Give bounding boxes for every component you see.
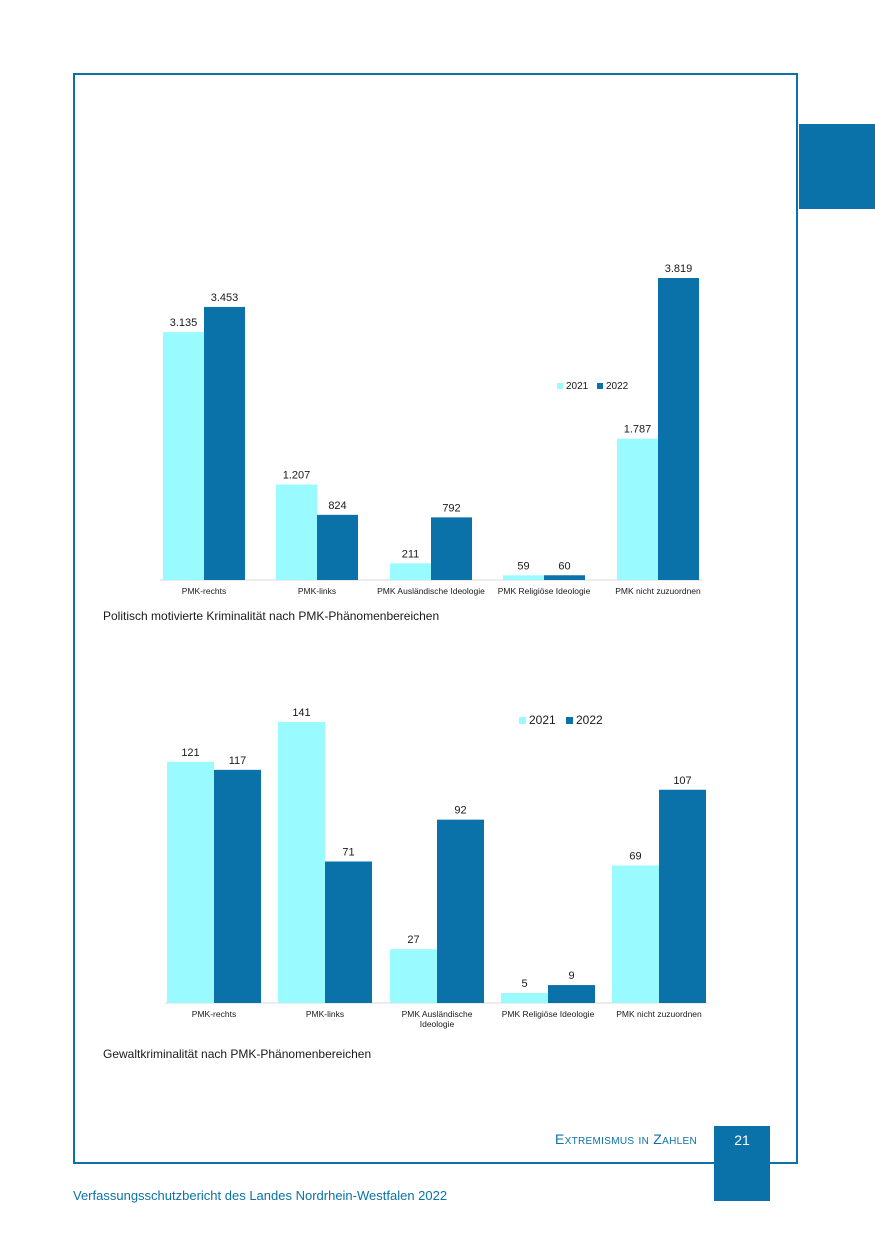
chart-2-data-label: 27 — [407, 934, 419, 946]
page-frame — [73, 73, 798, 1164]
chart-1-bar-2022-4 — [658, 278, 699, 580]
chart-1-legend-label: 2022 — [606, 381, 629, 392]
chart-1-data-label: 3.453 — [211, 292, 239, 304]
chart-1-caption: Politisch motivierte Kriminalität nach P… — [103, 609, 440, 623]
chart-2-category-label: PMK-links — [306, 1009, 344, 1019]
chart-1-bar-2022-2 — [431, 517, 472, 580]
chart-2-legend-label: 2021 — [529, 713, 556, 727]
chart-1-bar-2022-0 — [204, 306, 245, 580]
chart-1-bar-2021-0 — [163, 332, 204, 580]
chart-1-category-label: PMK Religiöse Ideologie — [498, 586, 591, 596]
chart-1-data-label: 824 — [328, 500, 346, 512]
chart-violent-crime: 121 117 PMK-rechts 141 71 PMK-links 27 92 PMK Au… — [165, 707, 708, 1029]
chart-1-bar-2021-2 — [390, 563, 431, 580]
chart-2-data-label: 69 — [629, 850, 641, 862]
chart-2-data-label: 9 — [568, 970, 574, 982]
chart-1-data-label: 3.135 — [170, 317, 198, 329]
chart-1-data-label: 60 — [558, 560, 570, 572]
chart-2-bar-2022-0 — [214, 769, 261, 1003]
chart-2-bar-2021-1 — [278, 722, 325, 1003]
chart-2-data-label: 107 — [673, 775, 691, 787]
chart-2-bar-2022-3 — [548, 985, 595, 1003]
chart-pmk-total: 3.135 3.453 PMK-rechts 1.207 824 PMK-links 211… — [160, 263, 702, 596]
chart-2-data-label: 141 — [292, 707, 310, 719]
chart-2-bar-2022-4 — [659, 789, 706, 1003]
section-title: Extremismus in Zahlen — [555, 1131, 697, 1147]
chart-2-caption: Gewaltkriminalität nach PMK-Phänomenbere… — [103, 1047, 372, 1061]
footer-text: Verfassungsschutzbericht des Landes Nord… — [73, 1188, 448, 1203]
chart-1-category-label: PMK nicht zuzuordnen — [615, 586, 701, 596]
chart-2-bar-2021-3 — [501, 993, 548, 1003]
chart-2-legend-label: 2022 — [576, 713, 603, 727]
chart-1-data-label: 1.207 — [283, 470, 311, 482]
chart-2-bar-2021-2 — [390, 949, 437, 1003]
chart-2-category-label: PMK nicht zuzuordnen — [616, 1009, 702, 1019]
chart-2-data-label: 71 — [342, 847, 354, 859]
chart-2-data-label: 117 — [229, 755, 247, 767]
side-tab-marker — [799, 124, 875, 209]
chart-2-bar-2022-1 — [325, 861, 372, 1003]
chart-1-bar-2022-3 — [544, 575, 585, 580]
chart-1-data-label: 211 — [402, 548, 420, 560]
chart-2-legend-swatch — [519, 717, 526, 724]
chart-1-legend-label: 2021 — [566, 381, 589, 392]
chart-1-bar-2022-1 — [317, 514, 358, 580]
chart-2-category-label: PMK Ausländische — [402, 1009, 473, 1019]
chart-1-data-label: 3.819 — [665, 263, 693, 275]
chart-2-bar-2021-0 — [167, 761, 214, 1003]
chart-1-bar-2021-3 — [503, 575, 544, 580]
chart-2-category-label: PMK Religiöse Ideologie — [502, 1009, 595, 1019]
chart-2-data-label: 92 — [454, 805, 466, 817]
chart-2-legend-swatch — [566, 717, 573, 724]
chart-2-bar-2022-2 — [437, 819, 484, 1003]
chart-1-data-label: 59 — [517, 560, 529, 572]
chart-1-legend-swatch — [597, 383, 603, 389]
chart-2-category-label: PMK-rechts — [192, 1009, 236, 1019]
chart-1-data-label: 792 — [442, 502, 460, 514]
chart-2-bar-2021-4 — [612, 865, 659, 1003]
chart-1-bar-2021-4 — [617, 438, 658, 580]
chart-1-data-label: 1.787 — [624, 424, 652, 436]
chart-2-data-label: 5 — [521, 978, 527, 990]
chart-2-data-label: 121 — [181, 747, 199, 759]
chart-1-category-label: PMK-links — [298, 586, 336, 596]
chart-1-category-label: PMK Ausländische Ideologie — [377, 586, 485, 596]
chart-2-category-label: Ideologie — [420, 1019, 455, 1029]
chart-1-legend-swatch — [557, 383, 563, 389]
chart-1-bar-2021-1 — [276, 484, 317, 580]
page-number: 21 — [714, 1126, 770, 1201]
chart-1-category-label: PMK-rechts — [182, 586, 226, 596]
